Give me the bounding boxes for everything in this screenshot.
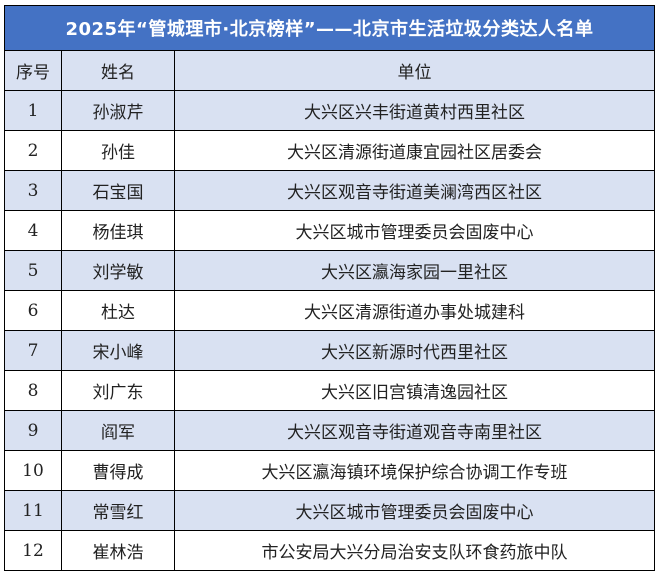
table-row: 5 刘学敏 大兴区瀛海家园一里社区 xyxy=(4,250,655,291)
table-row: 4 杨佳琪 大兴区城市管理委员会固废中心 xyxy=(4,210,655,251)
cell-index: 1 xyxy=(4,90,62,131)
cell-name: 宋小峰 xyxy=(61,330,175,371)
cell-name: 崔林浩 xyxy=(61,530,175,571)
header-name: 姓名 xyxy=(61,50,175,91)
table-row: 6 杜达 大兴区清源街道办事处城建科 xyxy=(4,290,655,331)
table-row: 3 石宝国 大兴区观音寺街道美澜湾西区社区 xyxy=(4,170,655,211)
cell-unit: 大兴区城市管理委员会固废中心 xyxy=(174,210,655,251)
cell-index: 9 xyxy=(4,410,62,451)
header-index: 序号 xyxy=(4,50,62,91)
table-title: 2025年“管城理市·北京榜样”——北京市生活垃圾分类达人名单 xyxy=(4,5,655,51)
cell-unit: 大兴区观音寺街道观音寺南里社区 xyxy=(174,410,655,451)
cell-index: 7 xyxy=(4,330,62,371)
cell-name: 孙佳 xyxy=(61,130,175,171)
award-list-table: 2025年“管城理市·北京榜样”——北京市生活垃圾分类达人名单 序号 姓名 单位… xyxy=(4,5,655,571)
cell-name: 杨佳琪 xyxy=(61,210,175,251)
table-row: 7 宋小峰 大兴区新源时代西里社区 xyxy=(4,330,655,371)
cell-index: 10 xyxy=(4,450,62,491)
table-row: 2 孙佳 大兴区清源街道康宜园社区居委会 xyxy=(4,130,655,171)
cell-unit: 大兴区清源街道办事处城建科 xyxy=(174,290,655,331)
cell-unit: 大兴区瀛海家园一里社区 xyxy=(174,250,655,291)
table-row: 11 常雪红 大兴区城市管理委员会固废中心 xyxy=(4,490,655,531)
cell-index: 4 xyxy=(4,210,62,251)
table-row: 1 孙淑芹 大兴区兴丰街道黄村西里社区 xyxy=(4,90,655,131)
cell-name: 刘学敏 xyxy=(61,250,175,291)
cell-name: 阎军 xyxy=(61,410,175,451)
cell-name: 曹得成 xyxy=(61,450,175,491)
cell-name: 刘广东 xyxy=(61,370,175,411)
cell-unit: 大兴区城市管理委员会固废中心 xyxy=(174,490,655,531)
cell-index: 11 xyxy=(4,490,62,531)
cell-unit: 大兴区瀛海镇环境保护综合协调工作专班 xyxy=(174,450,655,491)
table-row: 10 曹得成 大兴区瀛海镇环境保护综合协调工作专班 xyxy=(4,450,655,491)
cell-unit: 市公安局大兴分局治安支队环食药旅中队 xyxy=(174,530,655,571)
cell-name: 石宝国 xyxy=(61,170,175,211)
cell-index: 2 xyxy=(4,130,62,171)
table-row: 12 崔林浩 市公安局大兴分局治安支队环食药旅中队 xyxy=(4,530,655,571)
cell-name: 常雪红 xyxy=(61,490,175,531)
cell-name: 杜达 xyxy=(61,290,175,331)
cell-unit: 大兴区旧宫镇清逸园社区 xyxy=(174,370,655,411)
cell-name: 孙淑芹 xyxy=(61,90,175,131)
cell-index: 12 xyxy=(4,530,62,571)
table-row: 8 刘广东 大兴区旧宫镇清逸园社区 xyxy=(4,370,655,411)
cell-index: 5 xyxy=(4,250,62,291)
cell-unit: 大兴区清源街道康宜园社区居委会 xyxy=(174,130,655,171)
cell-index: 3 xyxy=(4,170,62,211)
header-unit: 单位 xyxy=(174,50,655,91)
cell-index: 8 xyxy=(4,370,62,411)
table-row: 9 阎军 大兴区观音寺街道观音寺南里社区 xyxy=(4,410,655,451)
cell-unit: 大兴区观音寺街道美澜湾西区社区 xyxy=(174,170,655,211)
cell-unit: 大兴区兴丰街道黄村西里社区 xyxy=(174,90,655,131)
cell-unit: 大兴区新源时代西里社区 xyxy=(174,330,655,371)
cell-index: 6 xyxy=(4,290,62,331)
header-row: 序号 姓名 单位 xyxy=(4,50,655,91)
